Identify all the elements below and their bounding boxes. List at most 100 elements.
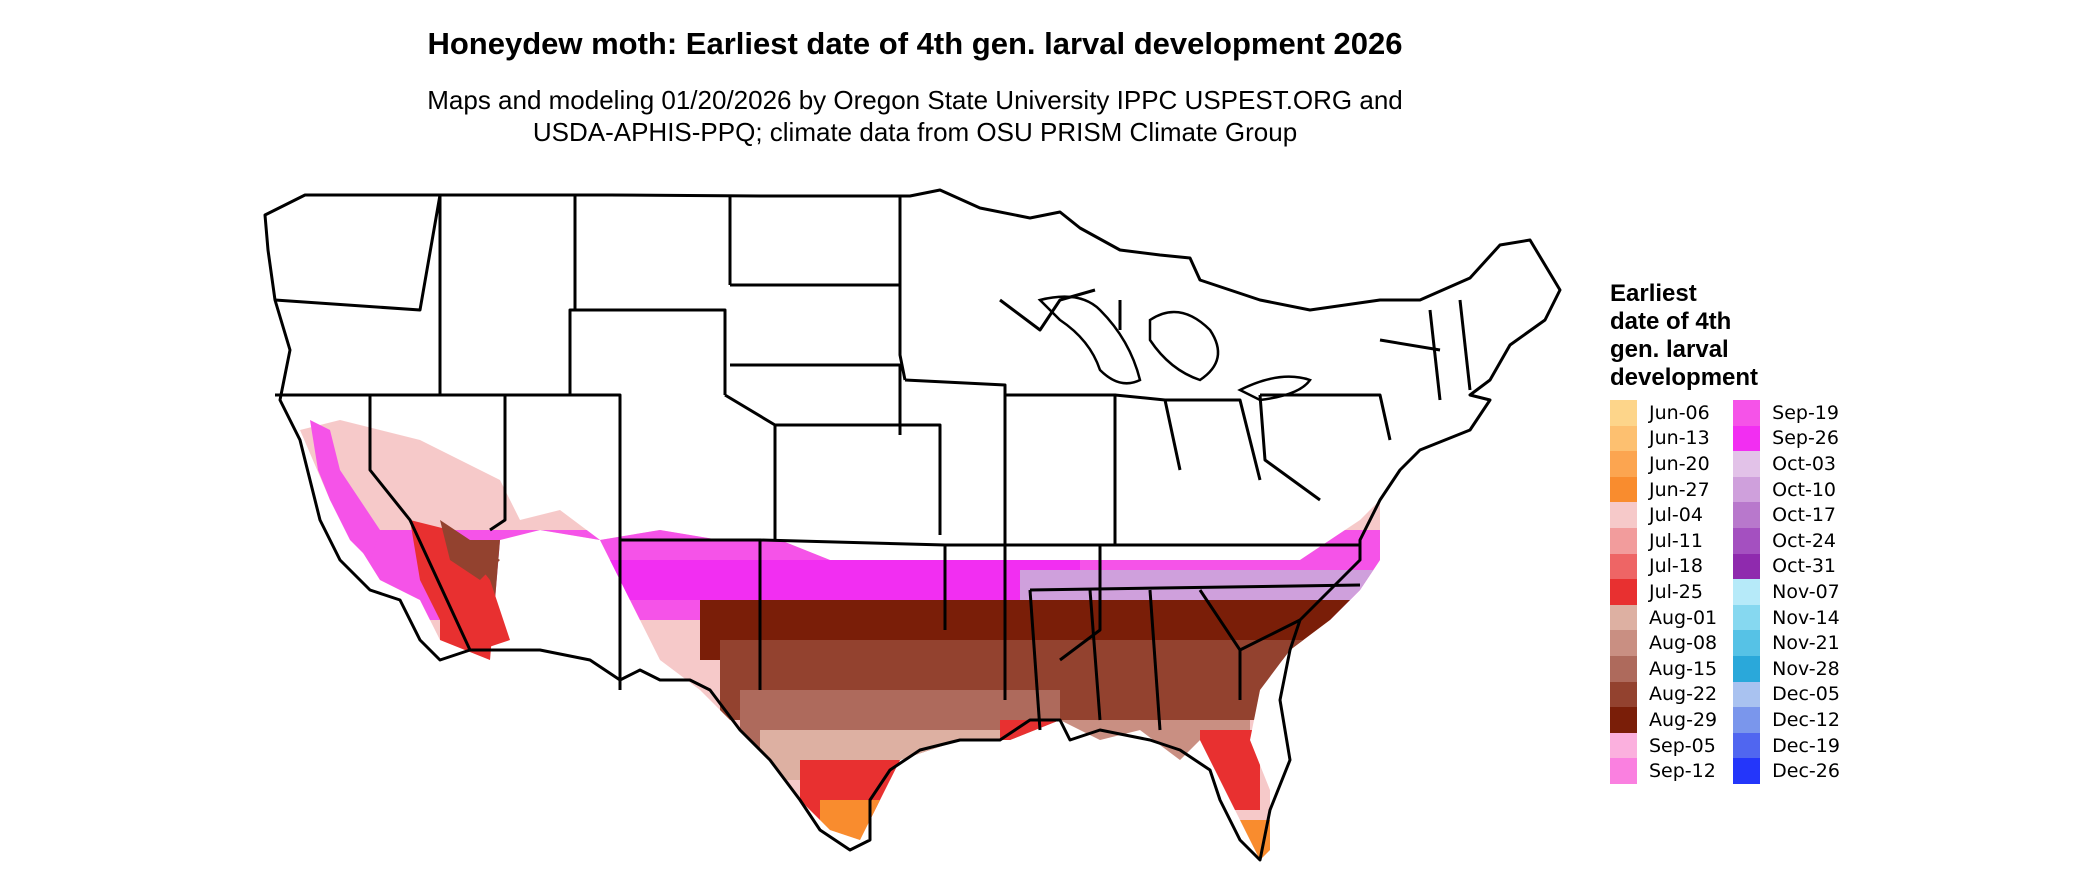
legend-swatch xyxy=(1733,758,1761,784)
legend-item: Nov-14 xyxy=(1733,604,1840,631)
legend-swatch xyxy=(1610,707,1637,733)
legend-swatch xyxy=(1733,604,1761,631)
legend-label: Sep-26 xyxy=(1772,427,1839,450)
legend-title-line-3: gen. larval xyxy=(1610,336,1729,363)
west-coast-color-fill xyxy=(310,420,510,650)
legend-swatch xyxy=(1610,451,1637,477)
legend-swatch xyxy=(1733,732,1761,759)
legend-label: Jul-25 xyxy=(1649,580,1703,603)
legend-item: Dec-26 xyxy=(1733,758,1840,784)
legend-swatch xyxy=(1610,502,1637,528)
legend-swatch xyxy=(1610,476,1637,503)
legend-item: Aug-29 xyxy=(1610,707,1717,733)
legend-item: Dec-19 xyxy=(1733,732,1840,759)
legend-label: Jul-18 xyxy=(1649,555,1703,578)
legend-item: Jul-18 xyxy=(1610,553,1717,580)
legend-title: Earliest date of 4th gen. larval develop… xyxy=(1610,280,1810,392)
legend-item: Oct-17 xyxy=(1733,502,1840,528)
legend-item: Aug-15 xyxy=(1610,655,1718,682)
state-boundaries xyxy=(263,188,1562,862)
map-subtitle: Maps and modeling 01/20/2026 by Oregon S… xyxy=(0,84,1830,148)
legend-swatch xyxy=(1733,630,1761,656)
legend-label: Jun-13 xyxy=(1649,427,1710,450)
legend-swatch xyxy=(1610,604,1637,631)
legend-label: Dec-26 xyxy=(1772,760,1840,783)
great-lakes xyxy=(1037,295,1312,402)
map-title: Honeydew moth: Earliest date of 4th gen.… xyxy=(427,26,1403,61)
legend-item: Sep-26 xyxy=(1733,425,1840,452)
legend-swatch xyxy=(1610,400,1637,426)
legend-swatch xyxy=(1733,553,1761,580)
legend-swatch xyxy=(1610,425,1637,452)
legend-swatch xyxy=(1610,681,1637,708)
legend-item: Jun-20 xyxy=(1610,451,1717,477)
legend-swatch xyxy=(1733,579,1761,605)
legend-swatch xyxy=(1733,502,1761,528)
legend-swatch xyxy=(1733,707,1761,733)
legend-swatch xyxy=(1610,758,1637,784)
legend-label: Oct-03 xyxy=(1772,452,1837,475)
legend-swatch xyxy=(1733,527,1761,554)
legend-swatch xyxy=(1733,655,1761,682)
legend-label: Oct-24 xyxy=(1772,529,1837,552)
legend-item: Nov-28 xyxy=(1733,655,1840,682)
legend-label: Aug-22 xyxy=(1649,683,1718,706)
legend-label: Aug-15 xyxy=(1649,657,1718,680)
legend-label: Jul-11 xyxy=(1649,529,1703,552)
legend-label: Nov-21 xyxy=(1772,632,1840,655)
legend-label: Sep-19 xyxy=(1772,401,1839,424)
legend-swatch xyxy=(1733,451,1761,477)
legend-title-line-1: Earliest xyxy=(1610,280,1697,307)
legend-label: Nov-07 xyxy=(1772,580,1840,603)
legend-item: Oct-31 xyxy=(1733,553,1840,580)
legend-item: Nov-21 xyxy=(1733,630,1840,656)
legend-swatch xyxy=(1610,579,1637,605)
legend-item: Oct-24 xyxy=(1733,527,1840,554)
legend-swatch xyxy=(1610,732,1637,759)
phenology-color-fill xyxy=(300,420,1380,860)
legend-swatch xyxy=(1610,655,1637,682)
legend-label: Aug-01 xyxy=(1649,606,1718,629)
legend-item: Dec-12 xyxy=(1733,707,1840,733)
legend-label: Jun-20 xyxy=(1649,452,1710,475)
legend-title-line-4: development xyxy=(1610,364,1759,391)
legend-label: Dec-19 xyxy=(1772,734,1840,757)
legend-item: Nov-07 xyxy=(1733,579,1840,605)
legend-swatch xyxy=(1610,630,1637,656)
legend-swatch xyxy=(1610,527,1637,554)
subtitle-line-1: Maps and modeling 01/20/2026 by Oregon S… xyxy=(427,85,1403,115)
legend-label: Jul-04 xyxy=(1649,504,1703,527)
legend-item: Jun-13 xyxy=(1610,425,1717,452)
legend-label: Oct-31 xyxy=(1772,555,1837,578)
legend-item: Jul-04 xyxy=(1610,502,1717,528)
legend-swatch xyxy=(1733,425,1761,452)
legend-item: Oct-03 xyxy=(1733,451,1840,477)
legend-swatch xyxy=(1610,553,1637,580)
legend-label: Oct-10 xyxy=(1772,478,1837,501)
legend-label: Dec-05 xyxy=(1772,683,1840,706)
legend-item: Jul-11 xyxy=(1610,527,1717,554)
legend-item: Aug-08 xyxy=(1610,630,1717,656)
legend-column: Sep-19 Sep-26 Oct-03 Oct-10 Oct-17 Oct-24 Oct-… xyxy=(1733,400,1840,784)
legend-column: Jun-06 Jun-13 Jun-20 Jun-27 Jul-04 Jul-11 Jul-… xyxy=(1610,400,1717,784)
legend-item: Sep-05 xyxy=(1610,732,1717,759)
legend-label: Jun-06 xyxy=(1649,401,1710,424)
legend-swatch xyxy=(1733,476,1761,503)
legend-label: Aug-08 xyxy=(1649,632,1718,655)
legend-swatch xyxy=(1733,681,1761,708)
legend-item: Dec-05 xyxy=(1733,681,1840,708)
legend-label: Sep-12 xyxy=(1649,760,1716,783)
legend-item: Jun-06 xyxy=(1610,400,1717,426)
legend-label: Oct-17 xyxy=(1772,504,1837,527)
legend-swatch xyxy=(1733,400,1761,426)
legend-item: Sep-19 xyxy=(1733,400,1840,426)
legend-label: Dec-12 xyxy=(1772,708,1840,731)
map-legend: Earliest date of 4th gen. larval develop… xyxy=(1610,280,1870,784)
legend-label: Nov-28 xyxy=(1772,657,1840,680)
legend-item: Aug-01 xyxy=(1610,604,1718,631)
legend-label: Aug-29 xyxy=(1649,708,1718,731)
legend-label: Nov-14 xyxy=(1772,606,1840,629)
legend-title-line-2: date of 4th xyxy=(1610,308,1732,335)
legend-item: Jul-25 xyxy=(1610,579,1717,605)
